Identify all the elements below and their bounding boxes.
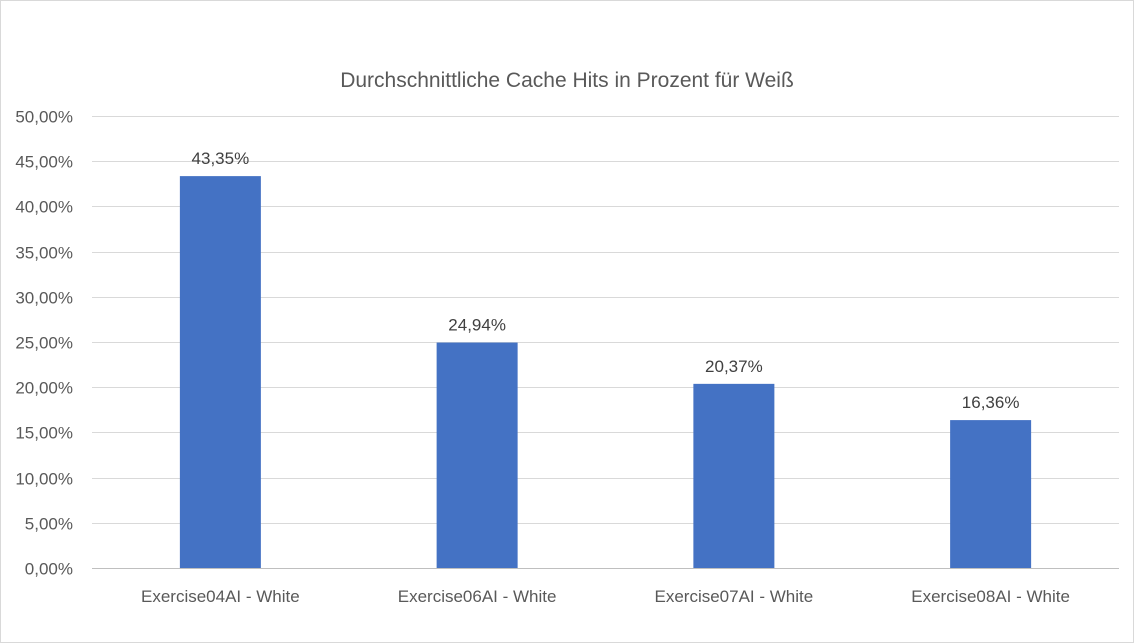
x-category-label: Exercise04AI - White — [141, 587, 300, 606]
y-tick-label: 0,00% — [25, 560, 73, 579]
data-label: 43,35% — [192, 149, 250, 168]
y-axis-tick-labels: 0,00% 5,00% 10,00% 15,00% 20,00% 25,00% 30,00%… — [15, 108, 73, 579]
data-label: 20,37% — [705, 357, 763, 376]
y-tick-label: 20,00% — [15, 379, 73, 398]
bar — [179, 176, 261, 568]
x-category-label: Exercise08AI - White — [911, 587, 1070, 606]
y-tick-label: 45,00% — [15, 153, 73, 172]
chart-title: Durchschnittliche Cache Hits in Prozent … — [340, 69, 794, 92]
bars — [179, 176, 1032, 568]
y-tick-label: 15,00% — [15, 424, 73, 443]
bar — [950, 420, 1032, 568]
data-label: 16,36% — [962, 393, 1020, 412]
data-labels: 43,35% 24,94% 20,37% 16,36% — [192, 149, 1020, 412]
x-axis-category-labels: Exercise04AI - White Exercise06AI - White… — [141, 587, 1070, 606]
gridlines — [92, 116, 1119, 524]
y-tick-label: 35,00% — [15, 244, 73, 263]
y-tick-label: 5,00% — [25, 515, 73, 534]
data-label: 24,94% — [448, 316, 506, 335]
y-tick-label: 30,00% — [15, 289, 73, 308]
x-category-label: Exercise06AI - White — [398, 587, 557, 606]
x-category-label: Exercise07AI - White — [655, 587, 814, 606]
y-tick-label: 40,00% — [15, 198, 73, 217]
y-tick-label: 50,00% — [15, 108, 73, 127]
y-tick-label: 10,00% — [15, 470, 73, 489]
bar — [436, 342, 518, 568]
bar — [693, 383, 775, 568]
y-tick-label: 25,00% — [15, 334, 73, 353]
